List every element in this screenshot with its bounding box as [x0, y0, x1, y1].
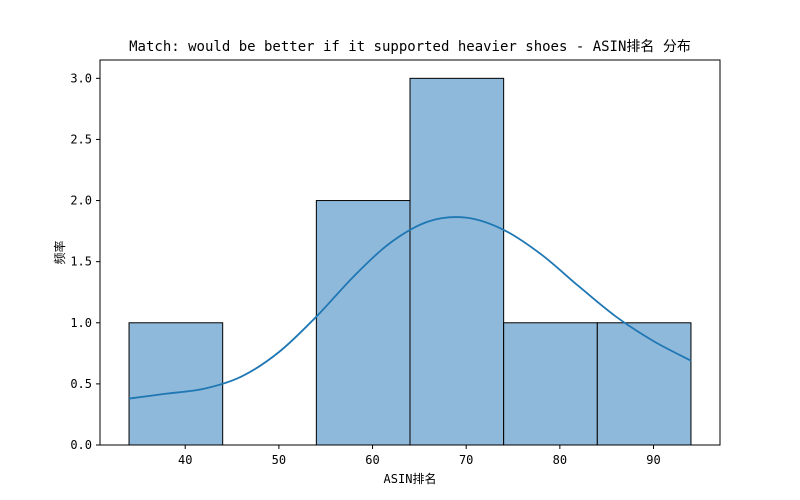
x-tick-label: 70 — [459, 453, 473, 467]
x-tick-label: 90 — [646, 453, 660, 467]
histogram-bar-5 — [596, 322, 692, 446]
y-tick-label: 1.5 — [70, 255, 92, 269]
y-axis-label: 频率 — [52, 240, 67, 264]
y-tick-label: 0.0 — [70, 438, 92, 452]
x-tick-label: 80 — [553, 453, 567, 467]
x-tick-label: 50 — [272, 453, 286, 467]
x-tick-label: 60 — [365, 453, 379, 467]
histogram-bar-0 — [128, 322, 224, 446]
histogram-bar-3 — [409, 77, 505, 446]
histogram-bar-2 — [315, 200, 411, 446]
x-axis-label: ASIN排名 — [384, 471, 437, 486]
y-tick-label: 2.0 — [70, 194, 92, 208]
y-tick-label: 3.0 — [70, 71, 92, 85]
y-tick-label: 1.0 — [70, 316, 92, 330]
kde-curve — [128, 216, 692, 400]
axes-frame — [99, 59, 721, 446]
chart-title: Match: would be better if it supported h… — [129, 39, 691, 55]
histogram-bar-4 — [503, 322, 598, 446]
x-tick-label: 40 — [178, 453, 192, 467]
bars-layer — [128, 77, 692, 446]
y-tick-label: 0.5 — [70, 377, 92, 391]
y-tick-label: 2.5 — [70, 132, 92, 146]
y-axis-ticks: 0.0 0.5 1.0 1.5 2.0 2.5 3.0 — [70, 71, 100, 452]
x-axis-ticks: 40 50 60 70 80 90 — [178, 445, 661, 467]
